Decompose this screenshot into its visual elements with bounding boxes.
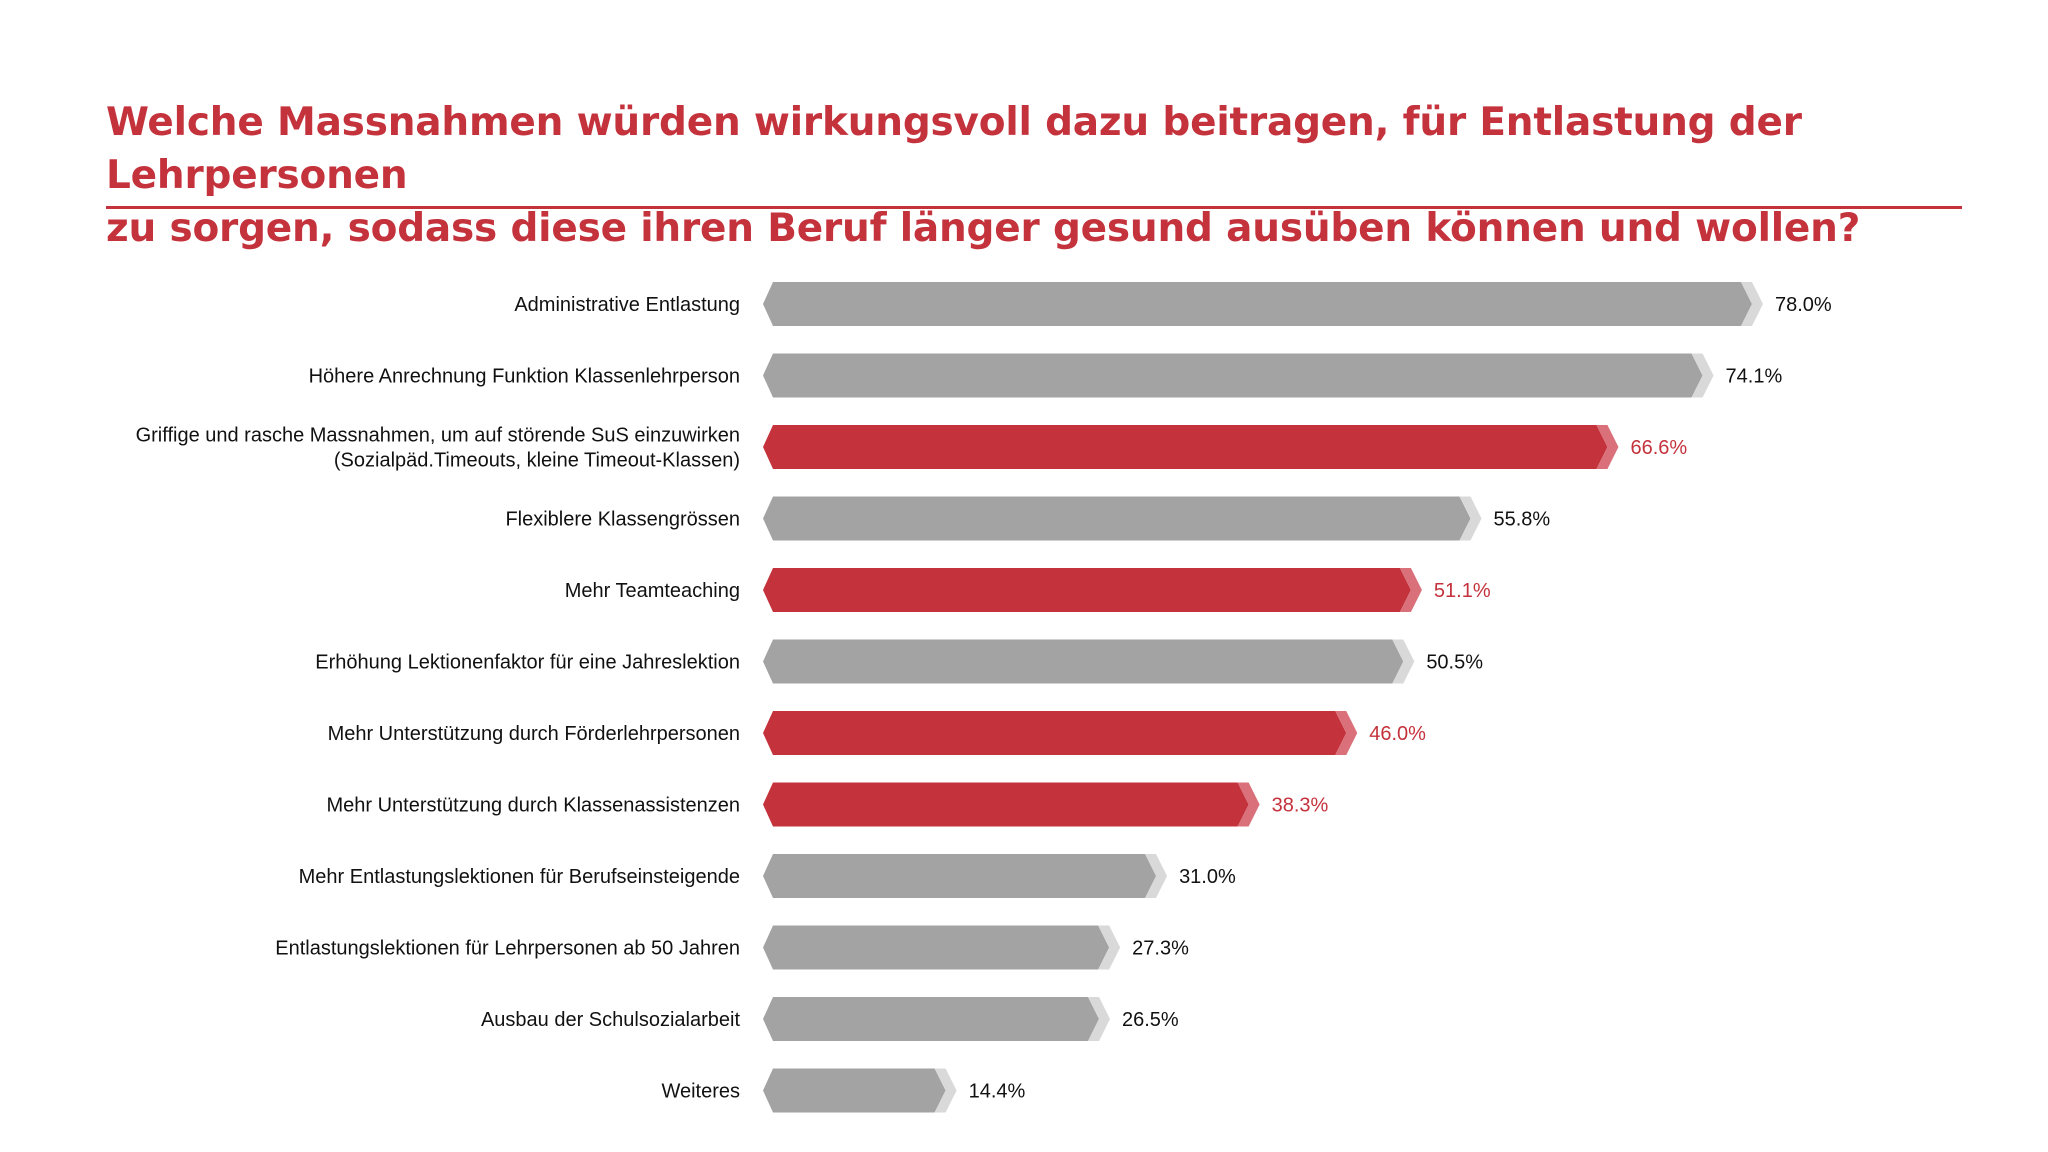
bar (763, 568, 1411, 612)
category-label: Ausbau der Schulsozialarbeit (481, 1009, 740, 1031)
category-label: Entlastungslektionen für Lehrpersonen ab… (275, 938, 740, 960)
category-label: Mehr Unterstützung durch Förderlehrperso… (328, 723, 740, 745)
bar-tip (1399, 568, 1422, 612)
bar (763, 282, 1752, 326)
category-label: Flexiblere Klassengrössen (505, 509, 740, 531)
title-underline (106, 206, 1962, 209)
category-label: Mehr Teamteaching (565, 580, 740, 602)
bar (763, 496, 1471, 541)
value-label: 31.0% (1179, 866, 1236, 888)
bar-tip (934, 1068, 957, 1113)
value-label: 78.0% (1775, 294, 1832, 316)
category-label: Mehr Entlastungslektionen für Berufseins… (299, 866, 740, 888)
value-label: 74.1% (1726, 366, 1783, 388)
value-label: 46.0% (1369, 723, 1426, 745)
bar-row: Ausbau der Schulsozialarbeit 26.5% (481, 997, 1179, 1041)
category-label: Höhere Anrechnung Funktion Klassenlehrpe… (309, 366, 740, 388)
value-label: 55.8% (1494, 509, 1551, 531)
chart-title: Welche Massnahmen würden wirkungsvoll da… (106, 100, 1861, 251)
category-label: Administrative Entlastung (514, 294, 740, 316)
bar-tip (1459, 496, 1482, 541)
bar-row: Mehr Unterstützung durch Klassenassisten… (326, 782, 1329, 827)
category-label: Erhöhung Lektionenfaktor für eine Jahres… (315, 652, 740, 674)
bar (763, 925, 1110, 970)
bar-row: Erhöhung Lektionenfaktor für eine Jahres… (315, 639, 1483, 684)
value-label: 38.3% (1272, 795, 1329, 817)
bar-row: Griffige und rasche Massnahmen, um auf s… (136, 425, 1688, 472)
bar (763, 854, 1157, 898)
bar-row: Mehr Teamteaching 51.1% (565, 568, 1491, 612)
bar (763, 782, 1249, 827)
bar-row: Flexiblere Klassengrössen 55.8% (505, 496, 1551, 541)
bar-row: Entlastungslektionen für Lehrpersonen ab… (275, 925, 1189, 970)
value-label: 50.5% (1426, 652, 1483, 674)
bar-tip (1741, 282, 1763, 326)
bar (763, 1068, 946, 1113)
value-label: 14.4% (969, 1081, 1026, 1103)
category-label: Mehr Unterstützung durch Klassenassisten… (326, 795, 740, 817)
bar-row: Mehr Unterstützung durch Förderlehrperso… (328, 711, 1426, 755)
bar-tip (1691, 353, 1714, 398)
bar (763, 639, 1404, 684)
bar (763, 353, 1703, 398)
bar-tip (1088, 997, 1111, 1041)
category-label: Griffige und rasche Massnahmen, um auf s… (136, 425, 740, 472)
bar-row: Höhere Anrechnung Funktion Klassenlehrpe… (309, 353, 1783, 398)
category-label: Weiteres (661, 1081, 740, 1103)
bar (763, 711, 1347, 755)
bar-row: Mehr Entlastungslektionen für Berufseins… (299, 854, 1236, 898)
value-label: 27.3% (1132, 938, 1189, 960)
value-label: 51.1% (1434, 580, 1491, 602)
bar-row: Administrative Entlastung 78.0% (514, 282, 1832, 326)
bar-tip (1335, 711, 1358, 755)
bar (763, 997, 1100, 1041)
bar-tip (1596, 425, 1619, 469)
value-label: 26.5% (1122, 1009, 1179, 1031)
value-label: 66.6% (1630, 437, 1687, 459)
bar (763, 425, 1608, 469)
bar-tip (1145, 854, 1168, 898)
bar-tip (1237, 782, 1260, 827)
bar-tip (1392, 639, 1415, 684)
bar-row: Weiteres 14.4% (661, 1068, 1026, 1113)
bar-tip (1098, 925, 1121, 970)
